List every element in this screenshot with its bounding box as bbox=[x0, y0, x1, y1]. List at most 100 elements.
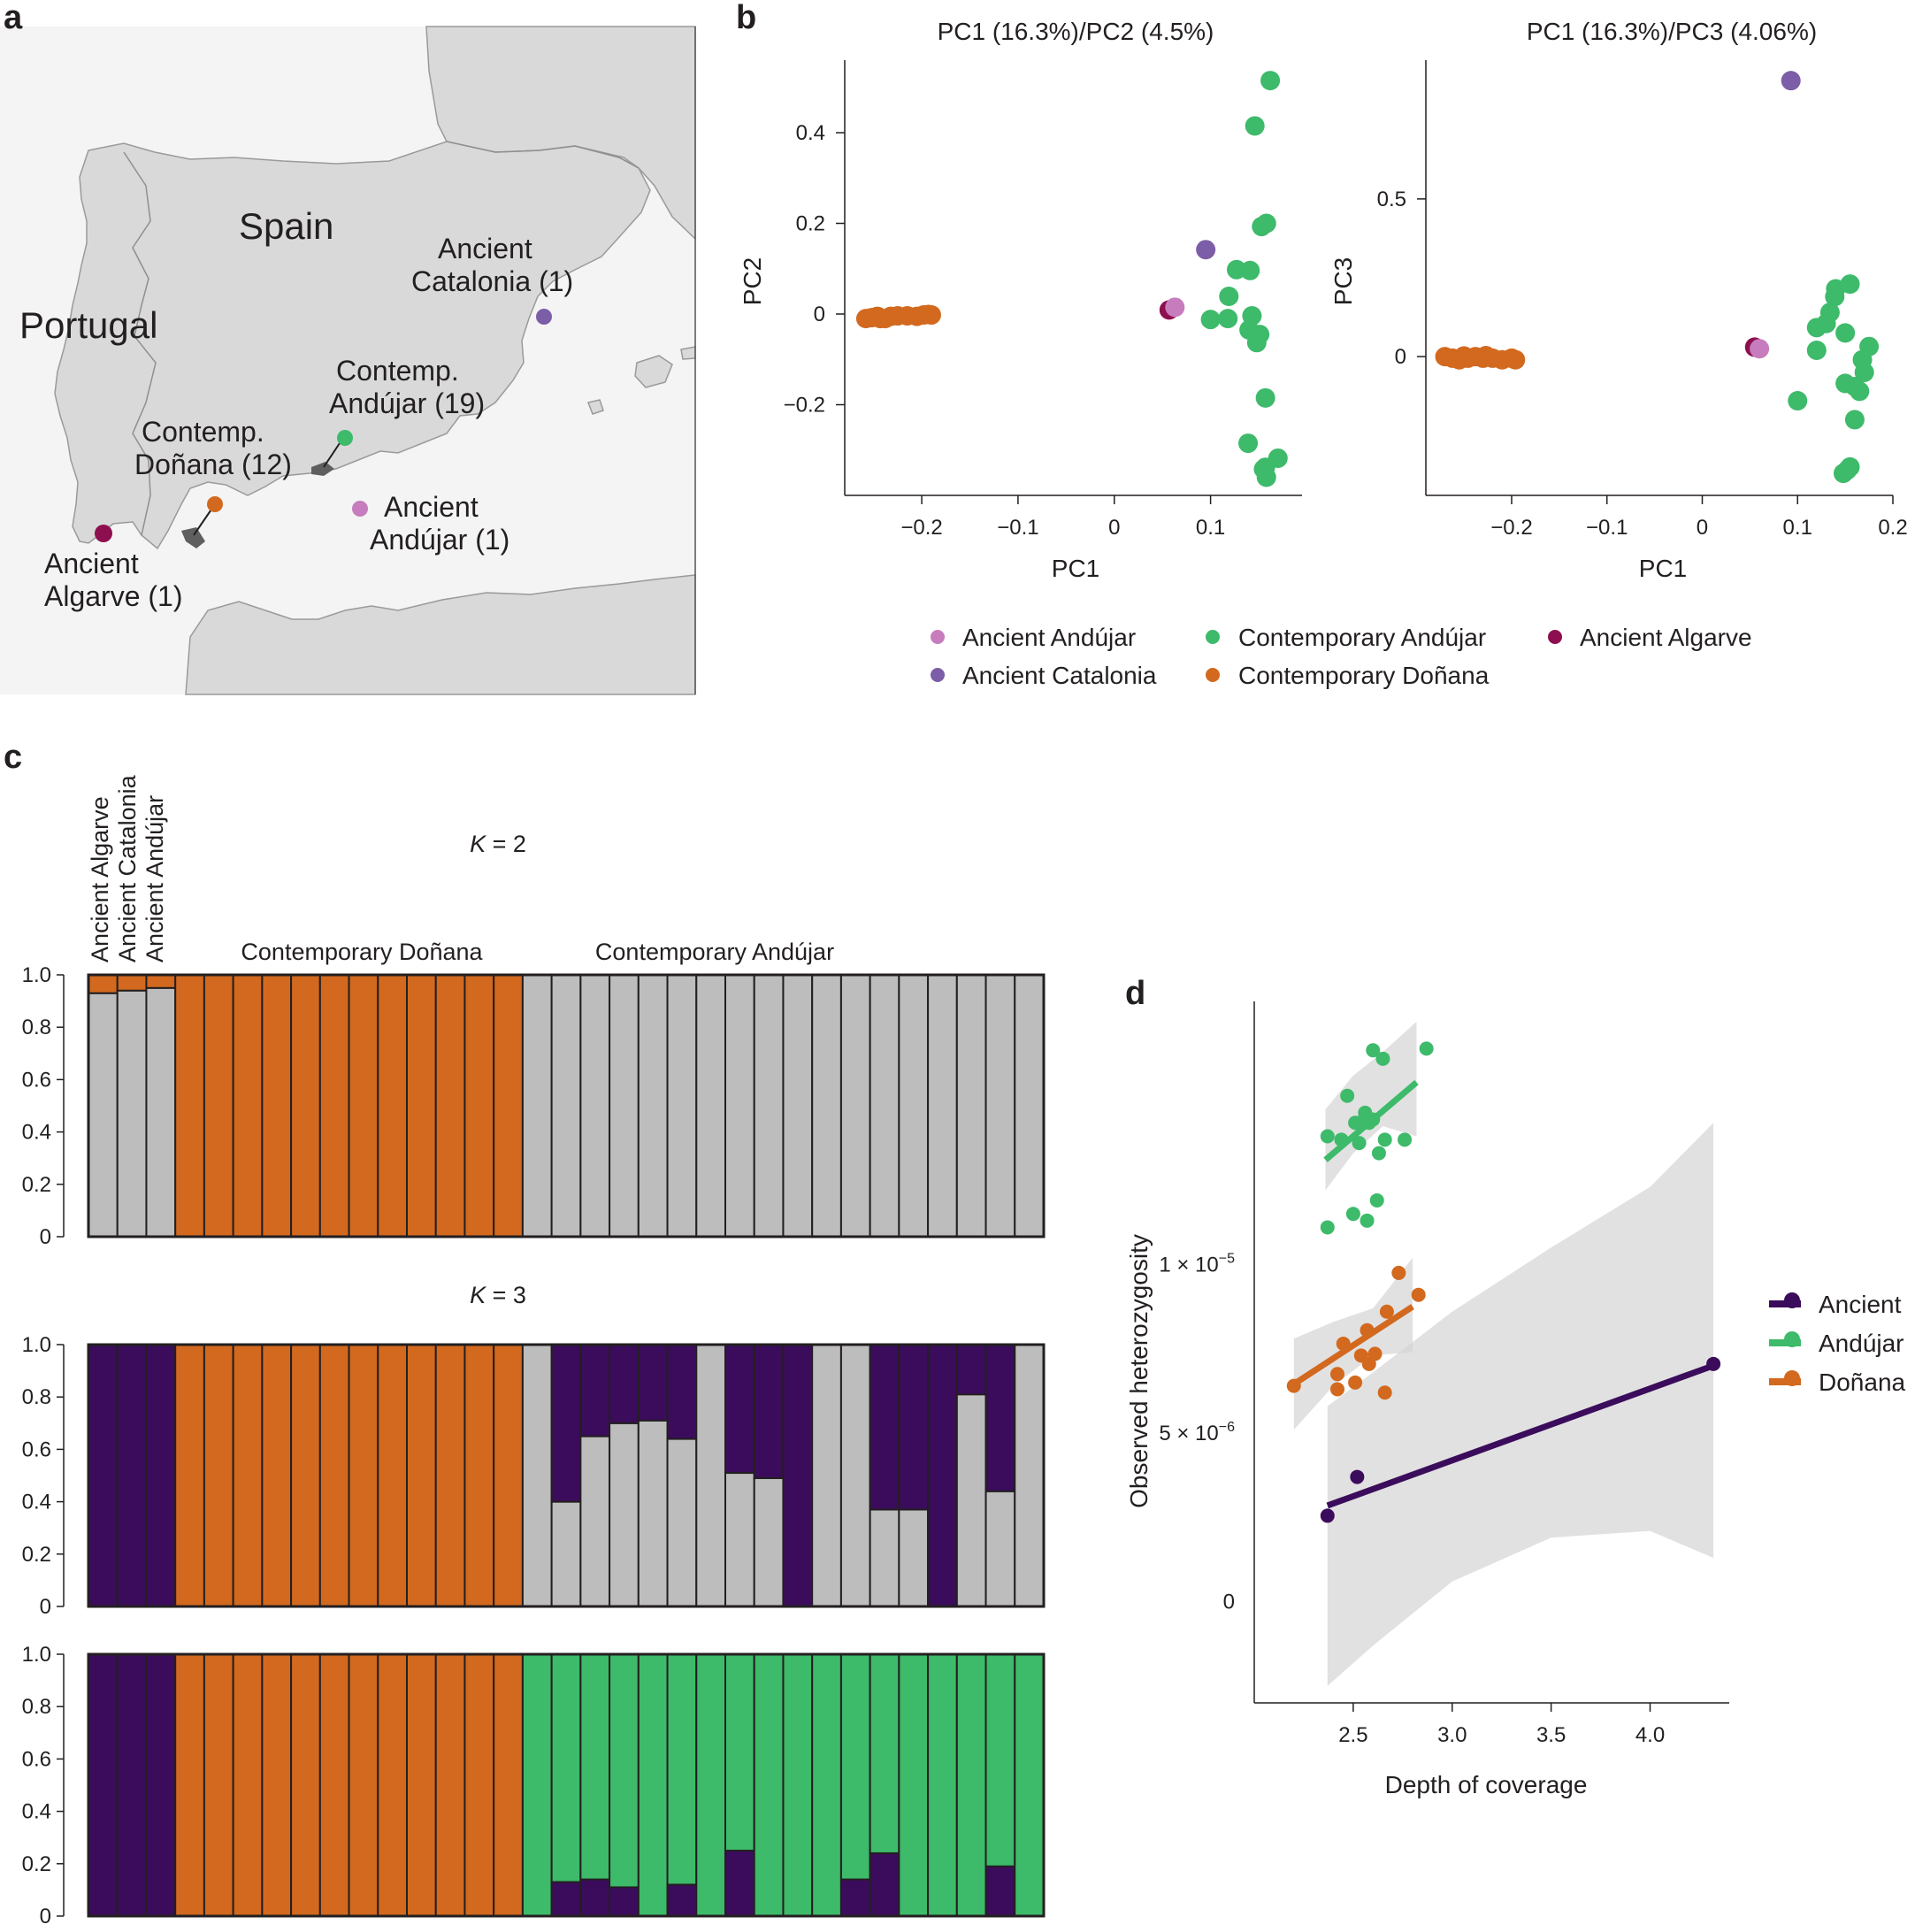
pca-point bbox=[1238, 433, 1259, 454]
pca-pc1-pc3-plot: PC1 (16.3%)/PC3 (4.06%) PC1 PC3 −0.2 −0.1… bbox=[1329, 18, 1908, 582]
admix-segment bbox=[463, 1653, 495, 1917]
catalonia-label-1: Ancient bbox=[438, 233, 532, 264]
svg-text:Ancient: Ancient bbox=[1819, 1291, 1902, 1318]
pca-point bbox=[1837, 460, 1858, 480]
admix-segment bbox=[493, 1344, 524, 1607]
contemporary-andujar-dot bbox=[337, 430, 353, 446]
admix-segment bbox=[811, 974, 842, 1238]
admix-segment bbox=[434, 1344, 466, 1607]
pca-point bbox=[1835, 323, 1856, 343]
admix-y-tick-label: 0.8 bbox=[22, 1385, 51, 1409]
hetero-point bbox=[1398, 1132, 1413, 1147]
panel-label-a: a bbox=[4, 0, 23, 36]
x-tick-label: 0.1 bbox=[1783, 516, 1812, 540]
pca-point bbox=[1246, 333, 1267, 353]
regression-line bbox=[1326, 1362, 1715, 1509]
pca-point bbox=[1245, 116, 1265, 136]
contemp-andujar-label-2: Andújar (19) bbox=[329, 387, 485, 419]
k2-title: K = 2 bbox=[470, 831, 526, 857]
group-label-andujar: Contemporary Andújar bbox=[595, 939, 834, 965]
admix-segment bbox=[839, 1878, 871, 1918]
admix-segment bbox=[753, 1653, 785, 1917]
admix-segment bbox=[521, 1344, 553, 1607]
admix-segment bbox=[88, 1344, 119, 1607]
admix-segment bbox=[869, 1653, 900, 1854]
admix-segment bbox=[782, 974, 814, 1238]
admix-segment bbox=[261, 1344, 293, 1607]
admix-segment bbox=[869, 1852, 900, 1917]
hetero-x-tick-label: 4.0 bbox=[1635, 1723, 1665, 1747]
admix-segment bbox=[203, 1653, 234, 1917]
admix-segment bbox=[695, 1344, 726, 1607]
admix-segment bbox=[463, 974, 495, 1238]
group-label-ancient-catalonia: Ancient Catalonia bbox=[114, 774, 141, 962]
admix-y-tick-label: 0.2 bbox=[22, 1852, 51, 1876]
admix-segment bbox=[550, 974, 582, 1238]
pca-point bbox=[1255, 387, 1275, 408]
andujar-region bbox=[311, 462, 334, 476]
hetero-point bbox=[1360, 1213, 1375, 1228]
admix-segment bbox=[261, 974, 293, 1238]
admix-segment bbox=[579, 1435, 611, 1607]
heterozygosity-plot: Depth of coverage Observed heterozygosit… bbox=[1125, 1001, 1729, 1798]
admix-segment bbox=[348, 1344, 379, 1607]
pca-point bbox=[1844, 410, 1865, 430]
admix-segment bbox=[724, 1850, 755, 1917]
admix-segment bbox=[550, 1881, 582, 1918]
admix-segment bbox=[869, 1508, 900, 1607]
admix-segment bbox=[174, 1344, 205, 1607]
contemporary-donana-dot bbox=[207, 496, 223, 512]
y-tick-label: −0.2 bbox=[784, 394, 825, 418]
ancient-catalonia-dot bbox=[536, 309, 552, 325]
pca-point bbox=[1850, 381, 1870, 402]
hetero-ylabel: Observed heterozygosity bbox=[1125, 1234, 1153, 1508]
y-tick-label: 0.4 bbox=[796, 121, 825, 145]
map-land-africa bbox=[185, 574, 696, 695]
donana-region bbox=[181, 527, 205, 548]
admix-segment bbox=[869, 1344, 900, 1511]
pca-point bbox=[1806, 341, 1827, 360]
admix-frame bbox=[87, 1343, 1046, 1608]
admix-y-tick-label: 0.8 bbox=[22, 1016, 51, 1039]
admix-segment bbox=[927, 1344, 958, 1607]
admix-frame bbox=[87, 1652, 1046, 1918]
admix-segment bbox=[609, 1886, 640, 1917]
pca-point bbox=[1219, 287, 1239, 307]
admix-y-tick-label: 0.4 bbox=[22, 1491, 51, 1514]
hetero-point bbox=[1352, 1136, 1367, 1151]
admix-segment bbox=[406, 1653, 437, 1917]
hetero-point bbox=[1369, 1192, 1384, 1208]
confidence-band bbox=[1325, 1021, 1417, 1191]
admix-segment bbox=[753, 974, 785, 1238]
hetero-point bbox=[1419, 1041, 1434, 1056]
admix-y-tick-label: 0.6 bbox=[22, 1747, 51, 1771]
hetero-y-tick-label: 0 bbox=[1223, 1591, 1235, 1614]
hetero-point bbox=[1329, 1382, 1344, 1397]
admix-segment bbox=[839, 1344, 871, 1607]
admix-y-tick-label: 0.6 bbox=[22, 1438, 51, 1461]
admix-segment bbox=[232, 1344, 264, 1607]
hetero-point bbox=[1366, 1043, 1381, 1058]
admix-segment bbox=[88, 992, 119, 1238]
admix-segment bbox=[609, 1422, 640, 1608]
admix-segment bbox=[463, 1344, 495, 1607]
admix-segment bbox=[203, 1344, 234, 1607]
admix-segment bbox=[493, 974, 524, 1238]
admix-segment bbox=[348, 1653, 379, 1917]
group-label-donana: Contemporary Doñana bbox=[241, 939, 483, 965]
admix-segment bbox=[637, 1419, 669, 1607]
hetero-point bbox=[1377, 1385, 1392, 1400]
heterozygosity-legend: Ancient Andújar Doñana bbox=[1769, 1291, 1906, 1396]
hetero-point bbox=[1345, 1207, 1360, 1222]
admix-y-tick-label: 0.8 bbox=[22, 1695, 51, 1719]
pca-point bbox=[1475, 346, 1496, 366]
admix-segment bbox=[666, 1344, 698, 1440]
y-tick-label: 0.5 bbox=[1377, 188, 1406, 211]
admix-segment bbox=[1014, 1653, 1045, 1917]
svg-text:Ancient Algarve: Ancient Algarve bbox=[1580, 624, 1752, 651]
admix-segment bbox=[579, 1878, 611, 1918]
x-tick-label: −0.1 bbox=[997, 516, 1038, 540]
contemp-donana-label-1: Contemp. bbox=[142, 416, 264, 448]
svg-text:Andújar: Andújar bbox=[1819, 1330, 1904, 1357]
